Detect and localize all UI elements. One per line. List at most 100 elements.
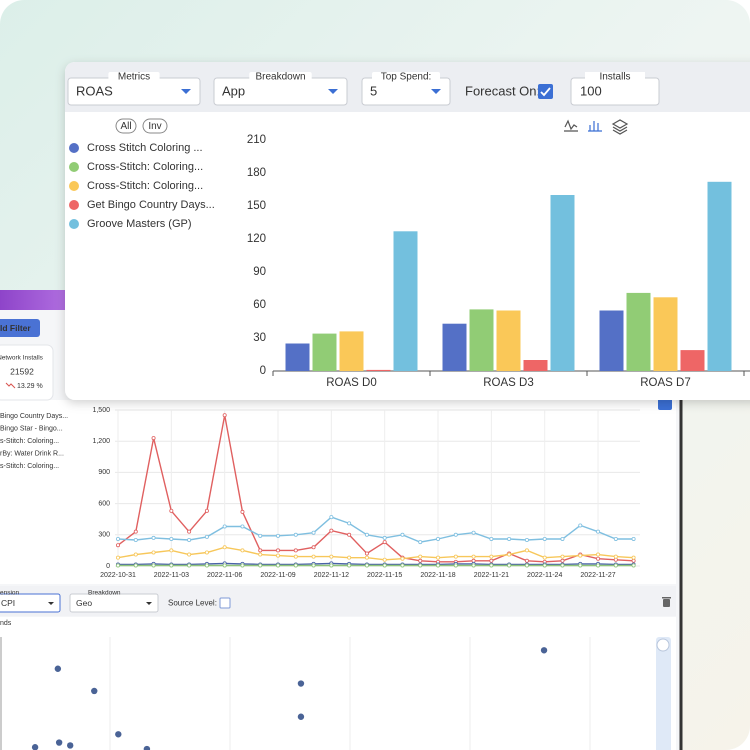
bar xyxy=(366,369,391,371)
legend-swatch xyxy=(69,200,79,210)
panel-toggle[interactable] xyxy=(658,398,672,410)
installs-label: Installs xyxy=(599,72,630,83)
legend-swatch xyxy=(69,181,79,191)
point xyxy=(507,536,512,541)
point xyxy=(329,515,334,520)
point xyxy=(133,552,138,557)
point xyxy=(382,535,387,540)
point xyxy=(204,534,209,539)
point xyxy=(133,538,138,543)
legend-button[interactable] xyxy=(115,118,137,134)
point xyxy=(540,647,548,654)
point xyxy=(382,557,387,562)
point xyxy=(631,555,636,560)
point xyxy=(453,532,458,537)
point xyxy=(489,554,494,559)
point xyxy=(169,508,174,513)
dropdown-caret xyxy=(48,602,54,605)
point xyxy=(169,548,174,553)
chart-type-icons[interactable] xyxy=(564,119,629,135)
source-level-checkbox[interactable] xyxy=(219,597,231,609)
point xyxy=(364,551,369,556)
point xyxy=(151,563,156,568)
bar xyxy=(626,292,651,371)
point xyxy=(133,563,138,568)
point xyxy=(187,552,192,557)
dropdown-label: Metrics xyxy=(118,72,150,83)
dropdown-label-bg xyxy=(108,72,160,82)
point xyxy=(436,536,441,541)
dropdown[interactable] xyxy=(69,593,159,613)
legend-label[interactable]: Bingo Star - Bingo... xyxy=(0,425,63,432)
point xyxy=(187,529,192,534)
x-tick-label: ROAS D7 xyxy=(640,377,691,389)
trash-icon[interactable] xyxy=(662,597,671,607)
scroll-handle[interactable] xyxy=(656,638,670,652)
forecast-label: Forecast On: xyxy=(465,83,540,98)
legend-label[interactable]: Bingo Country Days... xyxy=(0,413,68,420)
filter-button-label: ld Filter xyxy=(0,323,31,333)
point xyxy=(542,563,547,568)
x-tick-label: 2022-11-15 xyxy=(367,572,402,579)
legend-label[interactable]: Cross-Stitch: Coloring... xyxy=(87,180,203,192)
point xyxy=(258,563,263,568)
legend-label[interactable]: s-Stitch: Coloring... xyxy=(0,463,59,470)
point xyxy=(471,530,476,535)
point xyxy=(258,548,263,553)
series-line xyxy=(117,546,634,561)
point xyxy=(311,530,316,535)
legend-label[interactable]: rBy: Water Drink R... xyxy=(0,450,64,457)
scatter-panel xyxy=(0,617,676,750)
legend-button[interactable] xyxy=(142,118,168,134)
point xyxy=(347,555,352,560)
point xyxy=(578,523,583,528)
x-tick-label: 2022-11-06 xyxy=(207,572,242,579)
legend-label[interactable]: Cross-Stitch: Coloring... xyxy=(87,161,203,173)
point xyxy=(240,509,245,514)
legend-label[interactable]: Groove Masters (GP) xyxy=(87,218,192,230)
dropdown[interactable] xyxy=(0,593,61,613)
y-tick-label: 30 xyxy=(253,332,266,344)
point xyxy=(631,536,636,541)
point xyxy=(297,713,305,720)
point xyxy=(240,548,245,553)
point xyxy=(293,554,298,559)
filter-button[interactable] xyxy=(0,319,40,337)
point xyxy=(471,563,476,568)
source-level-label: Source Level: xyxy=(168,599,217,608)
point xyxy=(54,665,62,672)
series-line xyxy=(118,562,634,566)
point xyxy=(91,687,98,695)
bar xyxy=(469,309,494,371)
legend-label[interactable]: Cross Stitch Coloring ... xyxy=(87,142,203,154)
point xyxy=(400,532,405,537)
point xyxy=(524,548,529,553)
point xyxy=(222,545,227,550)
point xyxy=(293,548,298,553)
point xyxy=(276,553,281,558)
legend-label[interactable]: s-Stitch: Coloring... xyxy=(0,438,59,445)
installs-value: 100 xyxy=(580,83,602,98)
point xyxy=(560,558,565,563)
bar xyxy=(339,331,364,371)
point xyxy=(453,563,458,568)
point xyxy=(364,555,369,560)
point xyxy=(311,554,316,559)
bar xyxy=(599,310,624,371)
point xyxy=(560,554,565,559)
legend-label[interactable]: Get Bingo Country Days... xyxy=(87,199,215,211)
point xyxy=(418,563,423,568)
forecast-check xyxy=(540,87,551,97)
point xyxy=(222,413,227,418)
point xyxy=(151,535,156,540)
bar xyxy=(393,231,418,371)
point xyxy=(116,543,121,548)
point xyxy=(436,563,441,568)
forecast-checkbox[interactable] xyxy=(538,84,553,99)
dropdown-value: CPI xyxy=(1,598,15,608)
x-tick-label: 2022-11-21 xyxy=(474,572,509,579)
point xyxy=(311,563,316,568)
point xyxy=(400,556,405,561)
point xyxy=(204,563,209,568)
